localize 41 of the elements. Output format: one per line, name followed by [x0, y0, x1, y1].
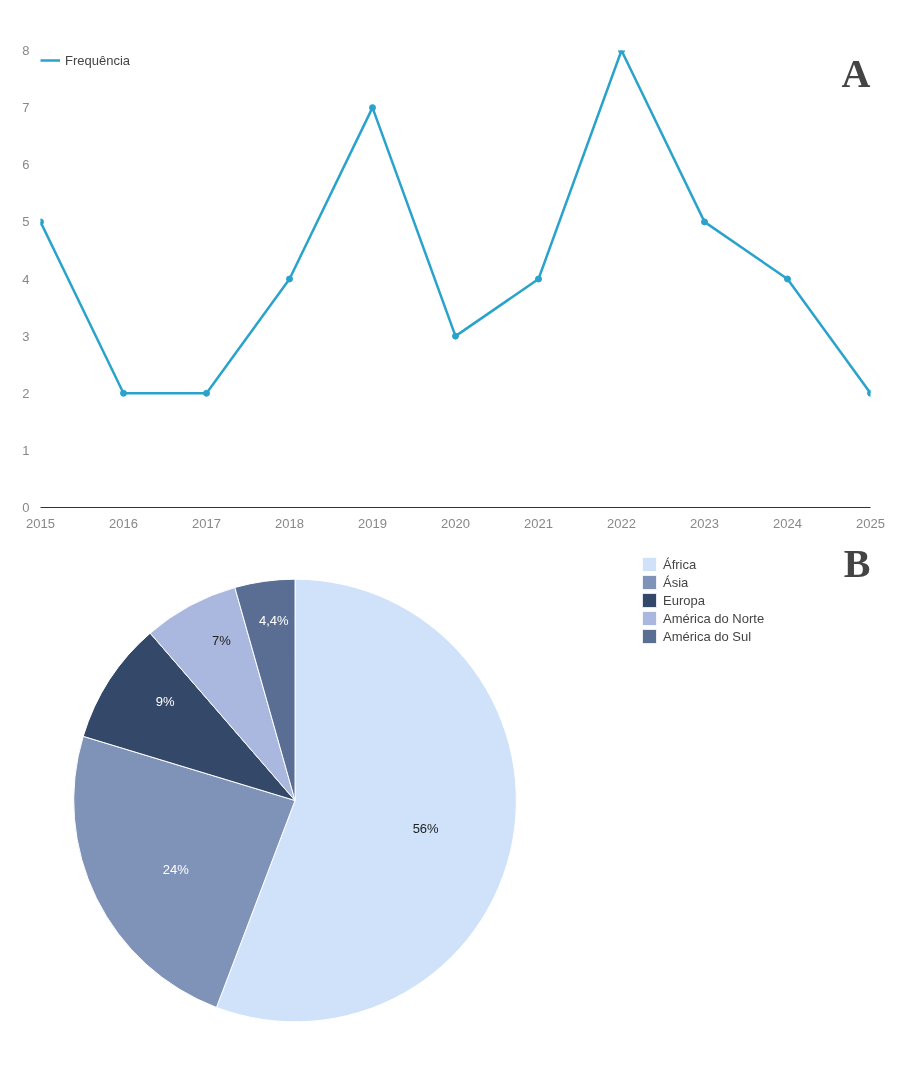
legend-label: Frequência — [65, 52, 131, 68]
y-tick-label: 2 — [22, 385, 30, 401]
x-tick-label: 2022 — [607, 515, 636, 531]
y-tick-label: 6 — [22, 157, 30, 173]
legend-label: África — [663, 555, 697, 573]
point — [369, 104, 376, 112]
x-tick-label: 2025 — [856, 515, 885, 531]
data-label: 9% — [155, 693, 175, 709]
point — [120, 389, 127, 397]
y-tick-label: 3 — [22, 328, 30, 344]
y-tick-label: 0 — [22, 500, 30, 515]
legend-label: América do Sul — [663, 627, 752, 645]
x-tick-label: 2019 — [358, 515, 387, 531]
y-tick-label: 7 — [22, 100, 30, 116]
annotation: A — [841, 50, 871, 96]
x-tick-label: 2021 — [524, 515, 553, 531]
x-tick-label: 2015 — [26, 515, 55, 531]
data-label: 56% — [412, 821, 440, 837]
y-tick-label: 5 — [22, 214, 30, 230]
legend-label: América do Norte — [663, 609, 765, 627]
point — [452, 332, 459, 340]
point — [203, 389, 210, 397]
legend-label: Ásia — [663, 573, 689, 591]
x-tick-label: 2023 — [690, 515, 719, 531]
x-tick-label: 2024 — [773, 515, 802, 531]
point — [535, 275, 542, 283]
x-tick-label: 2018 — [275, 515, 304, 531]
y-tick-label: 8 — [22, 43, 30, 58]
point — [286, 275, 293, 283]
point — [701, 218, 708, 226]
y-tick-label: 1 — [22, 442, 30, 458]
point — [784, 275, 791, 283]
text: B — [843, 540, 871, 586]
y-tick-label: 4 — [22, 271, 30, 287]
data-label: 4,4% — [258, 612, 290, 628]
data-label: 7% — [212, 632, 232, 648]
x-tick-label: 2020 — [441, 515, 470, 531]
legend-label: Europa — [663, 591, 705, 609]
data-label: 24% — [162, 861, 190, 877]
x-tick-label: 2016 — [109, 515, 138, 531]
x-tick-label: 2017 — [192, 515, 221, 531]
